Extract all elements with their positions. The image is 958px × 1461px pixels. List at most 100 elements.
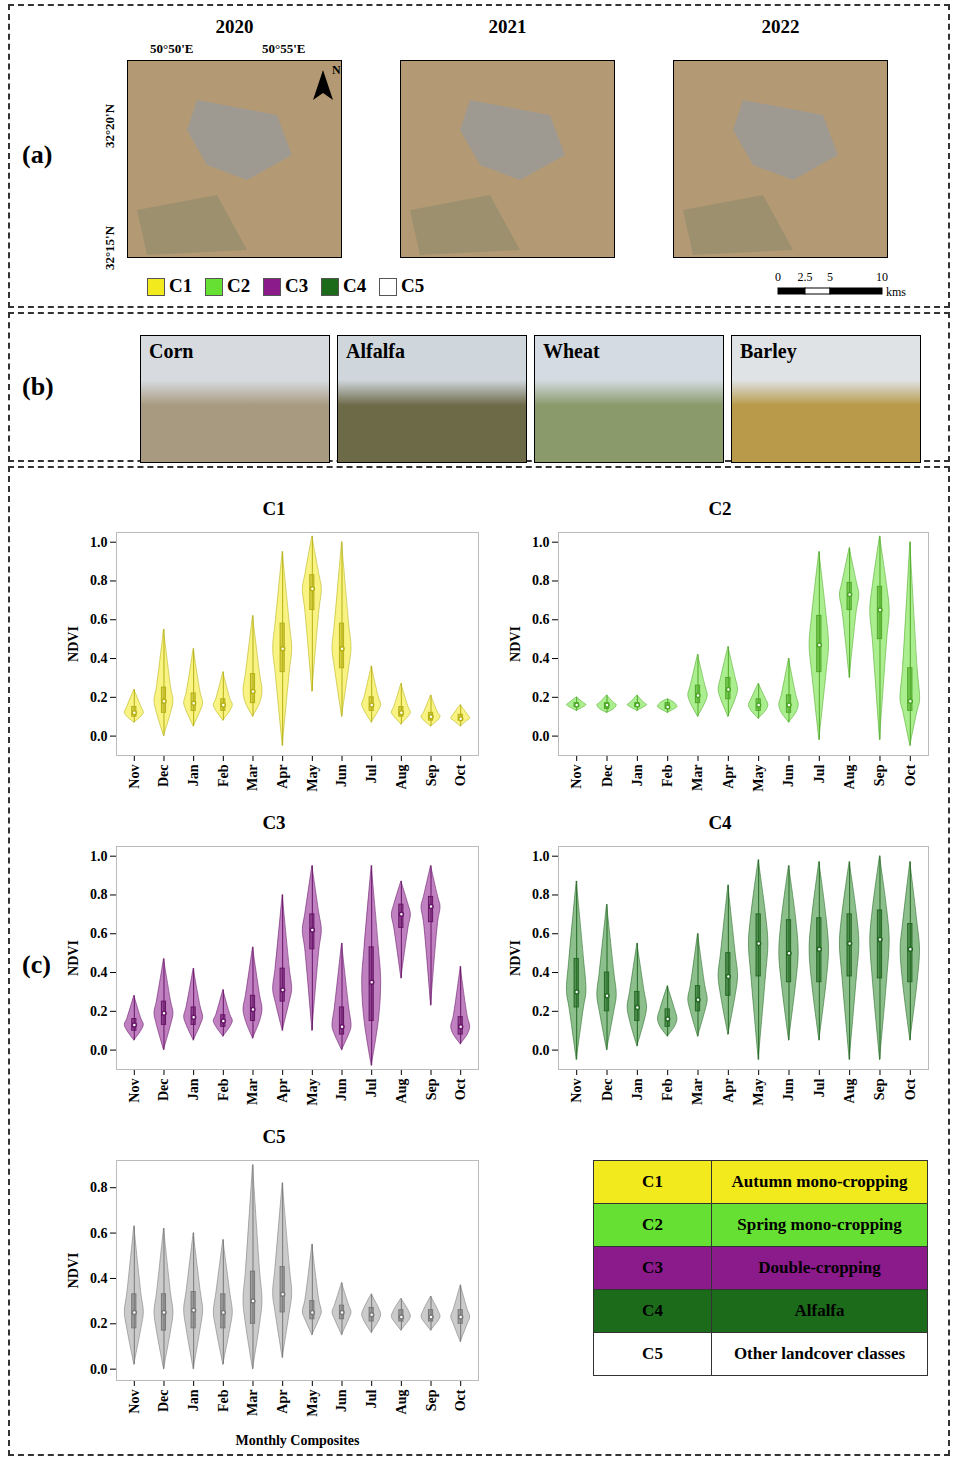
svg-text:Jan: Jan: [186, 764, 201, 786]
svg-text:0.8: 0.8: [90, 1180, 108, 1195]
svg-text:0.2: 0.2: [532, 690, 550, 705]
svg-text:Mar: Mar: [690, 765, 705, 791]
svg-text:0.4: 0.4: [90, 651, 108, 666]
svg-text:1.0: 1.0: [90, 849, 108, 864]
svg-text:Jun: Jun: [781, 764, 796, 787]
svg-text:Nov: Nov: [569, 765, 584, 789]
svg-text:Jul: Jul: [812, 764, 827, 783]
svg-text:NDVI: NDVI: [66, 940, 81, 976]
svg-text:0.4: 0.4: [532, 965, 550, 980]
svg-text:0.2: 0.2: [90, 1004, 108, 1019]
svg-text:Feb: Feb: [660, 1078, 675, 1101]
svg-text:Mar: Mar: [690, 1079, 705, 1105]
svg-text:0.0: 0.0: [90, 1362, 108, 1377]
svg-text:0.2: 0.2: [90, 690, 108, 705]
svg-text:Nov: Nov: [569, 1079, 584, 1103]
html-text:Corn: Corn: [149, 340, 194, 362]
svg-text:0.2: 0.2: [90, 1316, 108, 1331]
html-text:(c): (c): [22, 950, 51, 979]
html-text:(b): (b): [22, 372, 54, 401]
svg-text:0.4: 0.4: [532, 651, 550, 666]
svg-text:Jan: Jan: [186, 1078, 201, 1100]
svg-text:Aug: Aug: [394, 1390, 409, 1415]
svg-text:Monthly Composites: Monthly Composites: [235, 1433, 360, 1448]
svg-text:Dec: Dec: [600, 1079, 615, 1102]
svg-text:Mar: Mar: [245, 765, 260, 791]
svg-text:0.6: 0.6: [532, 926, 550, 941]
svg-text:Aug: Aug: [394, 1079, 409, 1104]
svg-text:Jun: Jun: [334, 1078, 349, 1101]
svg-text:Dec: Dec: [156, 1390, 171, 1413]
svg-text:0.8: 0.8: [90, 887, 108, 902]
svg-text:NDVI: NDVI: [66, 1253, 81, 1289]
svg-text:Oct: Oct: [453, 1389, 468, 1411]
svg-text:Sep: Sep: [872, 1078, 887, 1100]
svg-text:Jul: Jul: [364, 1389, 379, 1408]
svg-text:Apr: Apr: [275, 1079, 290, 1103]
svg-text:Jul: Jul: [364, 764, 379, 783]
svg-text:Dec: Dec: [600, 765, 615, 788]
svg-text:Apr: Apr: [721, 1079, 736, 1103]
svg-text:Oct: Oct: [903, 1078, 918, 1100]
svg-text:Nov: Nov: [127, 1079, 142, 1103]
svg-text:0.4: 0.4: [90, 1271, 108, 1286]
svg-text:May: May: [305, 1390, 320, 1417]
svg-text:0.0: 0.0: [90, 1043, 108, 1058]
svg-text:Sep: Sep: [424, 1078, 439, 1100]
svg-text:Feb: Feb: [216, 764, 231, 787]
svg-text:0.0: 0.0: [532, 729, 550, 744]
svg-text:Dec: Dec: [156, 1079, 171, 1102]
svg-text:Apr: Apr: [721, 765, 736, 789]
html-text:(a): (a): [22, 140, 53, 169]
svg-text:Jul: Jul: [364, 1078, 379, 1097]
svg-text:Jan: Jan: [186, 1389, 201, 1411]
svg-text:0.2: 0.2: [532, 1004, 550, 1019]
svg-text:0.0: 0.0: [90, 729, 108, 744]
svg-text:0.8: 0.8: [532, 573, 550, 588]
svg-text:0.6: 0.6: [90, 926, 108, 941]
svg-text:Feb: Feb: [216, 1389, 231, 1412]
svg-text:NDVI: NDVI: [508, 626, 523, 662]
svg-text:May: May: [305, 1079, 320, 1106]
svg-text:May: May: [751, 765, 766, 792]
svg-text:Jan: Jan: [630, 764, 645, 786]
svg-text:Sep: Sep: [872, 764, 887, 786]
svg-text:Nov: Nov: [127, 1390, 142, 1414]
svg-text:Jan: Jan: [630, 1078, 645, 1100]
svg-text:0.6: 0.6: [90, 612, 108, 627]
svg-text:1.0: 1.0: [90, 535, 108, 550]
svg-text:Feb: Feb: [660, 764, 675, 787]
svg-text:Mar: Mar: [245, 1390, 260, 1416]
svg-text:Oct: Oct: [453, 1078, 468, 1100]
svg-text:Dec: Dec: [156, 765, 171, 788]
svg-text:0.8: 0.8: [90, 573, 108, 588]
svg-text:Sep: Sep: [424, 1389, 439, 1411]
svg-text:0.6: 0.6: [532, 612, 550, 627]
svg-text:Aug: Aug: [394, 765, 409, 790]
svg-text:Apr: Apr: [275, 765, 290, 789]
svg-text:Jul: Jul: [812, 1078, 827, 1097]
svg-text:NDVI: NDVI: [66, 626, 81, 662]
svg-text:0.4: 0.4: [90, 965, 108, 980]
svg-text:Feb: Feb: [216, 1078, 231, 1101]
svg-text:Jun: Jun: [334, 1389, 349, 1412]
svg-text:Oct: Oct: [453, 764, 468, 786]
svg-text:N: N: [332, 63, 341, 77]
svg-text:Jun: Jun: [334, 764, 349, 787]
svg-text:May: May: [305, 765, 320, 792]
svg-text:Mar: Mar: [245, 1079, 260, 1105]
svg-text:Oct: Oct: [903, 764, 918, 786]
svg-text:May: May: [751, 1079, 766, 1106]
svg-text:0.6: 0.6: [90, 1226, 108, 1241]
svg-text:Apr: Apr: [275, 1390, 290, 1414]
svg-text:0.0: 0.0: [532, 1043, 550, 1058]
svg-text:Jun: Jun: [781, 1078, 796, 1101]
svg-text:0.8: 0.8: [532, 887, 550, 902]
svg-text:NDVI: NDVI: [508, 940, 523, 976]
svg-text:Sep: Sep: [424, 764, 439, 786]
svg-text:1.0: 1.0: [532, 535, 550, 550]
svg-text:Nov: Nov: [127, 765, 142, 789]
svg-text:1.0: 1.0: [532, 849, 550, 864]
svg-text:Aug: Aug: [842, 765, 857, 790]
svg-text:Aug: Aug: [842, 1079, 857, 1104]
